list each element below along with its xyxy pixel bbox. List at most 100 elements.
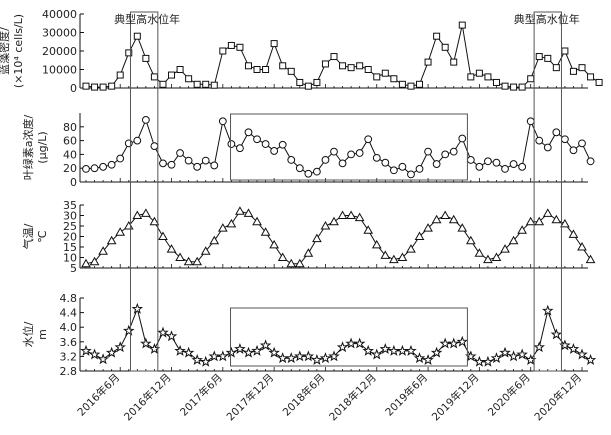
- panel-chla-point: [133, 136, 142, 145]
- panel-temp-point: [389, 254, 399, 264]
- panel-water-point: [225, 346, 238, 358]
- panel-chla-ylabel: 叶绿素a浓度/: [21, 114, 35, 180]
- panel-water-y-tick-label: 3.6: [60, 336, 78, 349]
- panel-chla-point: [287, 156, 296, 164]
- panel-chla-point: [535, 136, 544, 145]
- panel-water-point: [285, 352, 298, 364]
- panel-algae-point: [441, 43, 449, 51]
- panel-chla-point: [355, 149, 364, 157]
- panel-chla-point: [338, 159, 347, 168]
- panel-water-point: [396, 344, 409, 356]
- panel-algae-point: [467, 73, 475, 81]
- panel-algae-point: [527, 75, 535, 83]
- panel-temp-y-tick-label: 5: [70, 262, 77, 275]
- panel-algae-point: [552, 64, 560, 72]
- panel-temp-y-tick-label: 15: [63, 241, 77, 254]
- panel-algae-point: [381, 69, 389, 77]
- panel-algae-point: [416, 80, 424, 88]
- panel-chla-point: [398, 162, 407, 171]
- panel-algae-point: [501, 82, 509, 90]
- panel-chla-point: [304, 169, 313, 178]
- panel-temp-point: [406, 244, 416, 253]
- panel-chla-point: [176, 149, 184, 157]
- panel-chla-point: [312, 167, 321, 176]
- panel-temp-point: [465, 235, 476, 245]
- panel-chla-point: [475, 162, 484, 171]
- highlight-box-2016: [129, 11, 159, 372]
- panel-temp-point: [483, 254, 493, 264]
- panel-chla-point: [150, 142, 159, 151]
- panel-algae-point: [99, 83, 107, 91]
- panel-temp-point: [166, 244, 177, 253]
- panel-water-point: [242, 346, 255, 358]
- panel-algae-point: [535, 53, 543, 61]
- panel-chla-y-tick-label: 80: [63, 121, 77, 134]
- panel-algae-ylabel: (×10⁴ cells/L): [12, 14, 25, 88]
- panel-chla-point: [484, 157, 492, 166]
- panel-chla-y-tick-label: 0: [70, 176, 77, 189]
- panel-water-point: [473, 355, 486, 367]
- panel-chla-point: [466, 156, 475, 164]
- panel-water-point: [319, 352, 332, 364]
- panel-algae-point: [150, 73, 158, 81]
- panel-algae-point: [364, 66, 372, 73]
- panel-water-point: [234, 343, 246, 354]
- panel-chla-point: [218, 117, 227, 126]
- panel-algae-point: [159, 80, 167, 88]
- panel-temp-point: [560, 218, 570, 228]
- panel-temp-point: [491, 252, 502, 261]
- panel-water-point: [413, 352, 426, 364]
- panel-temp-point: [115, 227, 126, 236]
- panel-algae-point: [356, 62, 364, 70]
- panel-chla-point: [107, 160, 116, 169]
- panel-algae-point: [475, 69, 483, 77]
- panel-chla-point: [586, 157, 595, 166]
- highlight-box-water-period: [230, 307, 468, 367]
- panel-temp-point: [149, 216, 160, 226]
- panel-chla-point: [167, 160, 176, 169]
- panel-chla-point: [389, 166, 398, 175]
- panel-water-point: [97, 353, 109, 365]
- panel-algae-point: [262, 66, 270, 73]
- panel-algae-point: [339, 62, 347, 70]
- panel-algae-point: [373, 73, 381, 81]
- panel-water-point: [576, 348, 588, 360]
- panel-water-point: [157, 326, 169, 338]
- x-tick-label: 2017年6月: [177, 371, 225, 419]
- panel-algae-point: [253, 66, 261, 73]
- panel-water-point: [430, 346, 443, 358]
- panel-temp-point: [423, 223, 433, 232]
- panel-water-point: [259, 339, 272, 351]
- panel-temp-point: [183, 256, 194, 266]
- panel-water-point: [105, 346, 118, 358]
- x-tick-label: 2020年12月: [532, 371, 584, 423]
- panel-algae-point: [287, 67, 295, 75]
- panel-algae-point: [569, 67, 577, 75]
- panel-algae-point: [193, 80, 201, 88]
- panel-algae-point: [544, 54, 552, 62]
- panel-algae-point: [587, 73, 595, 81]
- panel-algae-point: [244, 62, 252, 70]
- panel-temp-point: [235, 206, 245, 215]
- panel-algae-point: [518, 83, 526, 91]
- panel-algae-point: [484, 73, 492, 81]
- panel-temp-y-tick-label: 35: [63, 199, 77, 212]
- panel-water-point: [422, 353, 434, 365]
- panel-temp-point: [414, 231, 425, 240]
- panel-temp-point: [534, 216, 545, 226]
- panel-chla-point: [90, 164, 99, 173]
- panel-temp-y-tick-label: 25: [63, 220, 77, 233]
- panel-temp-point: [192, 256, 203, 266]
- panel-water-point: [268, 346, 280, 358]
- panel-temp-point: [209, 235, 220, 245]
- panel-temp-point: [260, 227, 271, 236]
- panel-chla-point: [569, 146, 578, 155]
- panel-chla-point: [449, 147, 458, 156]
- panel-temp-point: [132, 210, 143, 219]
- panel-water-point: [122, 324, 135, 336]
- panel-water-point: [584, 353, 597, 365]
- panel-chla-y-tick-label: 40: [63, 148, 77, 161]
- panel-temp-point: [517, 225, 527, 234]
- panel-temp-point: [329, 216, 339, 226]
- panel-temp-point: [397, 252, 408, 261]
